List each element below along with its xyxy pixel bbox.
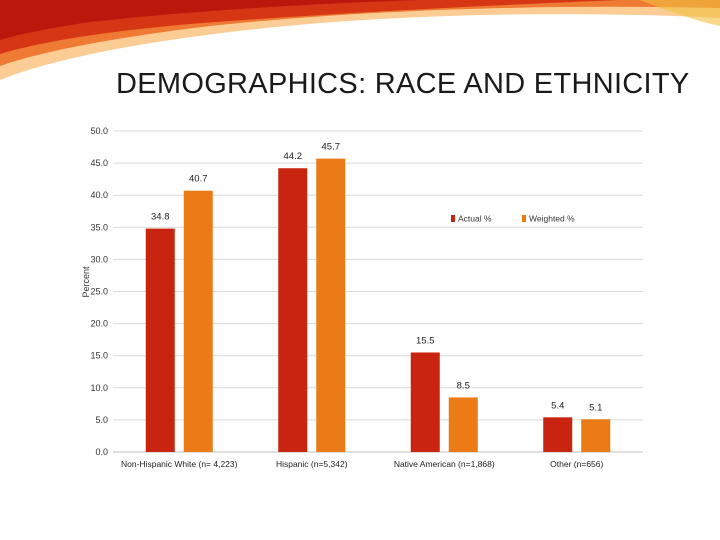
- y-axis-label: Percent: [81, 266, 91, 298]
- y-tick-label: 25.0: [90, 287, 108, 297]
- x-axis-categories: Non-Hispanic White (n= 4,223) Hispanic (n…: [121, 459, 603, 469]
- y-tick-label: 50.0: [90, 126, 108, 136]
- decorative-swoosh-banner: [0, 0, 720, 80]
- y-axis-ticks: 0.0 5.0 10.0 15.0 20.0 25.0 30.0 35.0 40.0 45.0 50…: [90, 126, 108, 457]
- y-tick-label: 10.0: [90, 383, 108, 393]
- category-label: Hispanic (n=5,342): [276, 459, 348, 469]
- y-tick-label: 0.0: [95, 447, 108, 457]
- data-label: 8.5: [457, 380, 470, 391]
- y-tick-label: 20.0: [90, 319, 108, 329]
- bar-weighted: [316, 158, 346, 452]
- slide-title: DEMOGRAPHICS: RACE AND ETHNICITY: [116, 68, 690, 100]
- category-label: Native American (n=1,868): [394, 459, 495, 469]
- data-label: 34.8: [151, 212, 170, 223]
- bar-actual: [543, 417, 573, 452]
- bars: [145, 158, 611, 452]
- bar-weighted: [183, 190, 213, 452]
- legend: Actual % Weighted %: [451, 214, 575, 224]
- category-label: Non-Hispanic White (n= 4,223): [121, 459, 238, 469]
- data-label: 5.4: [551, 400, 564, 411]
- data-label: 15.5: [416, 335, 435, 346]
- legend-label-weighted: Weighted %: [529, 214, 575, 224]
- data-label: 45.7: [322, 142, 341, 153]
- y-tick-label: 35.0: [90, 222, 108, 232]
- y-tick-label: 40.0: [90, 190, 108, 200]
- data-label: 5.1: [589, 402, 602, 413]
- bar-weighted: [581, 419, 611, 452]
- legend-swatch-actual: [451, 215, 455, 222]
- bar-actual: [145, 228, 175, 452]
- y-tick-label: 15.0: [90, 351, 108, 361]
- legend-label-actual: Actual %: [458, 214, 492, 224]
- bar-weighted: [448, 397, 478, 452]
- y-tick-label: 5.0: [95, 415, 108, 425]
- bar-actual: [278, 168, 308, 452]
- bar-actual: [410, 352, 440, 452]
- legend-swatch-weighted: [522, 215, 526, 222]
- data-labels: 34.8 40.7 44.2 45.7 15.5 8.5 5.4 5.1: [151, 142, 602, 414]
- y-tick-label: 30.0: [90, 254, 108, 264]
- y-tick-label: 45.0: [90, 158, 108, 168]
- category-label: Other (n=656): [550, 459, 603, 469]
- data-label: 44.2: [284, 151, 303, 162]
- data-label: 40.7: [189, 174, 208, 185]
